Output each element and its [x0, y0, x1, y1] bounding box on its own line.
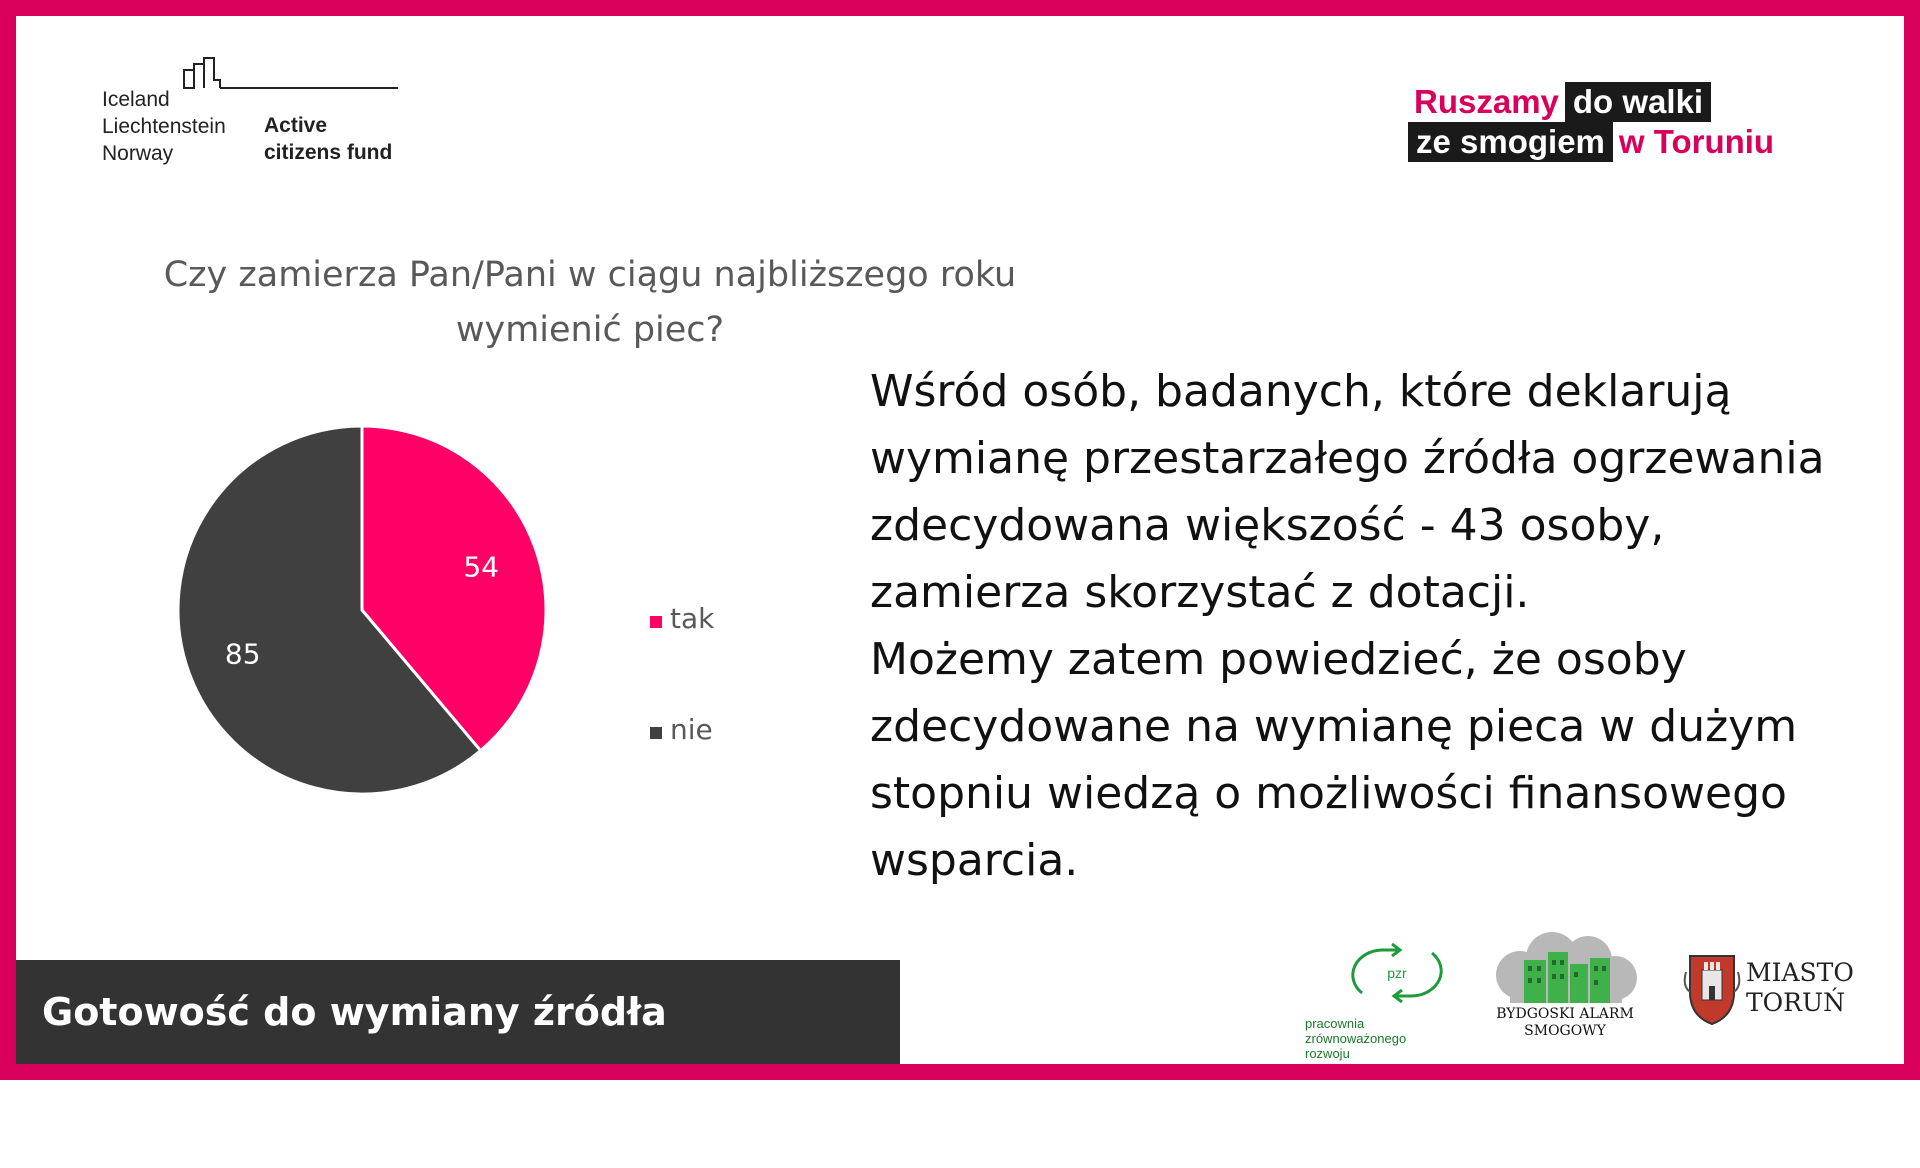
bas-line-1: BYDGOSKI ALARM: [1496, 1006, 1634, 1022]
chart-title: Czy zamierza Pan/Pani w ciągu najbliższe…: [120, 248, 1060, 358]
fund-name: Active citizens fund: [264, 112, 392, 166]
city-skyline-icon: [183, 57, 398, 89]
campaign-logo-row2: ze smogiem w Toruniu: [1408, 122, 1780, 162]
torun-line-2: TORUŃ: [1746, 988, 1845, 1017]
pzr-mark: pzr: [1387, 965, 1407, 981]
legend-swatch-tak: [650, 616, 662, 628]
body-text: Wśród osób, badanych, które deklarują wy…: [870, 358, 1870, 894]
slide-border: [0, 0, 1920, 1080]
pzr-logo: pzr pracownia zrównoważonego rozwoju: [1302, 938, 1452, 1061]
campaign-word-w-toruniu: w Toruniu: [1618, 123, 1775, 160]
campaign-word-ze-smogiem: ze smogiem: [1408, 122, 1613, 162]
campaign-word-do-walki: do walki: [1564, 82, 1712, 122]
chart-title-line1: Czy zamierza Pan/Pani w ciągu najbliższe…: [163, 255, 1017, 295]
legend-swatch-nie: [650, 727, 662, 739]
campaign-word-ruszamy: Ruszamy: [1414, 83, 1559, 120]
fund-name-line1: Active: [264, 114, 328, 137]
campaign-logo-row1: Ruszamy do walki: [1408, 82, 1780, 122]
pzr-logo-text: pracownia zrównoważonego rozwoju: [1305, 1016, 1406, 1061]
torun-coat-of-arms-icon: [1683, 955, 1741, 1026]
campaign-logo: Ruszamy do walki ze smogiem w Toruniu: [1408, 82, 1780, 162]
country-iceland: Iceland: [102, 88, 170, 111]
smog-cloud-buildings-icon: [1496, 932, 1637, 1003]
miasto-torun-logo: MIASTO TORUŃ: [1682, 952, 1872, 1032]
pzr-line-1: pracownia: [1305, 1016, 1365, 1031]
pie-slice-nie: [176, 424, 483, 796]
recycle-arrows-icon: pzr: [1351, 942, 1443, 1004]
data-label-nie: 85: [225, 638, 261, 671]
country-liechtenstein: Liechtenstein: [102, 115, 226, 138]
torun-line-1: MIASTO: [1746, 958, 1854, 987]
legend-label-tak: tak: [670, 602, 715, 635]
pzr-line-2: zrównoważonego: [1305, 1031, 1407, 1046]
data-label-tak: 54: [463, 550, 499, 583]
footer-title-bar: Gotowość do wymiany źródła ogrzewania: [16, 960, 900, 1138]
pie-slice-tak: [360, 424, 548, 753]
body-paragraph-1: Wśród osób, badanych, które deklarują wy…: [870, 366, 1825, 618]
bas-line-2: SMOGOWY: [1524, 1023, 1606, 1039]
country-norway: Norway: [102, 142, 174, 165]
fund-name-line2: citizens fund: [264, 141, 393, 164]
chart-title-line2: wymienić piec?: [455, 310, 725, 350]
pie-chart: 54 85 tak nie: [176, 424, 715, 796]
active-citizens-fund-logo: Iceland Liechtenstein Norway Active citi…: [102, 56, 402, 166]
torun-logo-text: MIASTO TORUŃ: [1746, 958, 1854, 1018]
donor-countries: Iceland Liechtenstein Norway: [102, 86, 226, 167]
bas-logo-text: BYDGOSKI ALARM SMOGOWY: [1490, 1006, 1640, 1040]
bydgoski-alarm-smogowy-logo: BYDGOSKI ALARM SMOGOWY: [1490, 930, 1640, 1045]
pzr-line-3: rozwoju: [1305, 1046, 1350, 1061]
legend-label-nie: nie: [670, 713, 713, 746]
body-paragraph-2: Możemy zatem powiedzieć, że osoby zdecyd…: [870, 634, 1798, 886]
